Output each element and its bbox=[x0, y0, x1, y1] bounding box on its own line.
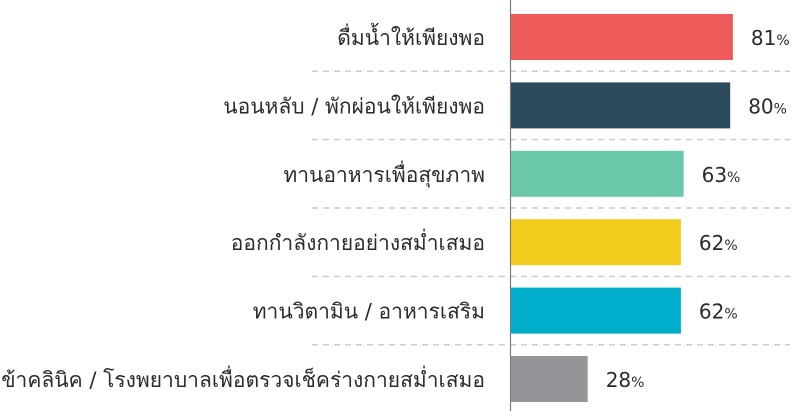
category-label: นอนหลับ / พักผ่อนให้เพียงพอ bbox=[223, 94, 485, 118]
bar bbox=[511, 356, 588, 402]
value-label: 81% bbox=[751, 26, 790, 50]
value-suffix: % bbox=[724, 238, 737, 254]
value-number: 28 bbox=[606, 368, 631, 392]
value-number: 63 bbox=[702, 163, 727, 187]
category-label: ทานอาหารเพื่อสุขภาพ bbox=[283, 160, 485, 188]
category-label: ออกกำลังกายอย่างสม่ำเสมอ bbox=[231, 228, 485, 255]
value-number: 62 bbox=[699, 300, 724, 324]
bars-group bbox=[511, 14, 733, 402]
value-suffix: % bbox=[774, 101, 787, 117]
value-suffix: % bbox=[724, 307, 737, 323]
value-number: 62 bbox=[699, 231, 724, 255]
row-separators bbox=[312, 70, 790, 346]
bar bbox=[511, 14, 733, 60]
value-label: 28% bbox=[606, 368, 645, 392]
value-label: 63% bbox=[702, 163, 741, 187]
value-label: 62% bbox=[699, 300, 738, 324]
bar bbox=[511, 82, 731, 129]
value-number: 81 bbox=[751, 26, 776, 50]
value-labels: 81%80%63%62%62%28% bbox=[606, 26, 790, 392]
value-label: 80% bbox=[748, 94, 787, 118]
value-label: 62% bbox=[699, 231, 738, 255]
value-number: 80 bbox=[748, 94, 773, 118]
category-label: ดื่มน้ำให้เพียงพอ bbox=[337, 23, 485, 50]
value-suffix: % bbox=[776, 33, 789, 49]
value-suffix: % bbox=[631, 375, 644, 391]
bar bbox=[511, 287, 681, 334]
bar bbox=[511, 150, 684, 197]
value-suffix: % bbox=[727, 170, 740, 186]
bar bbox=[511, 219, 681, 266]
category-label: เข้าคลินิค / โรงพยาบาลเพื่อตรวจเช็คร่างก… bbox=[0, 365, 485, 392]
category-label: ทานวิตามิน / อาหารเสริม bbox=[253, 300, 485, 324]
